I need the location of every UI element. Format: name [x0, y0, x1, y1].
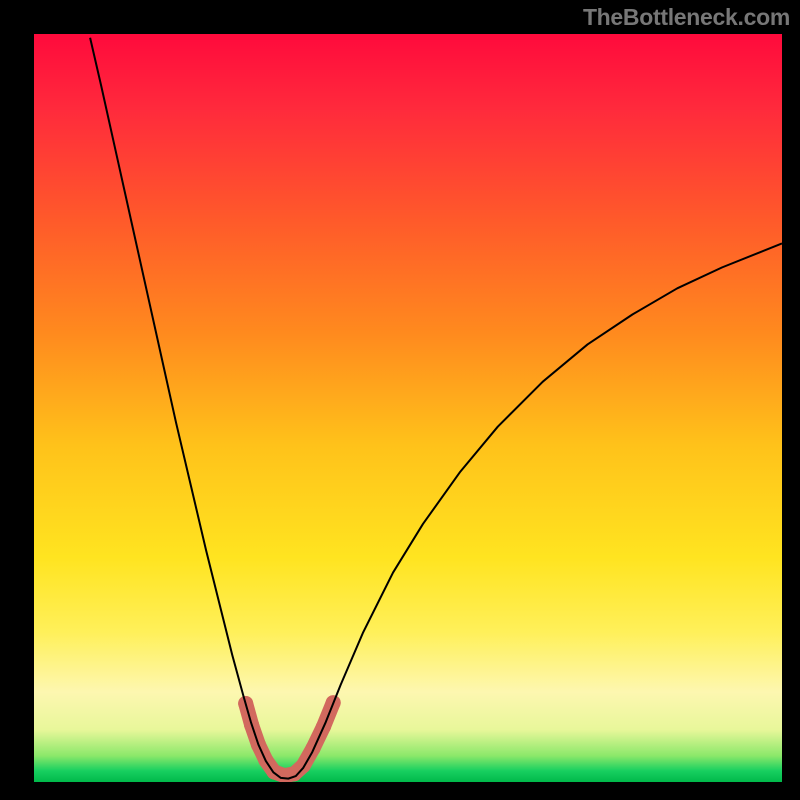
watermark-text: TheBottleneck.com	[583, 4, 790, 31]
plot-area	[34, 34, 782, 782]
chart-svg	[34, 34, 782, 782]
chart-background	[34, 34, 782, 782]
chart-frame: TheBottleneck.com	[0, 0, 800, 800]
